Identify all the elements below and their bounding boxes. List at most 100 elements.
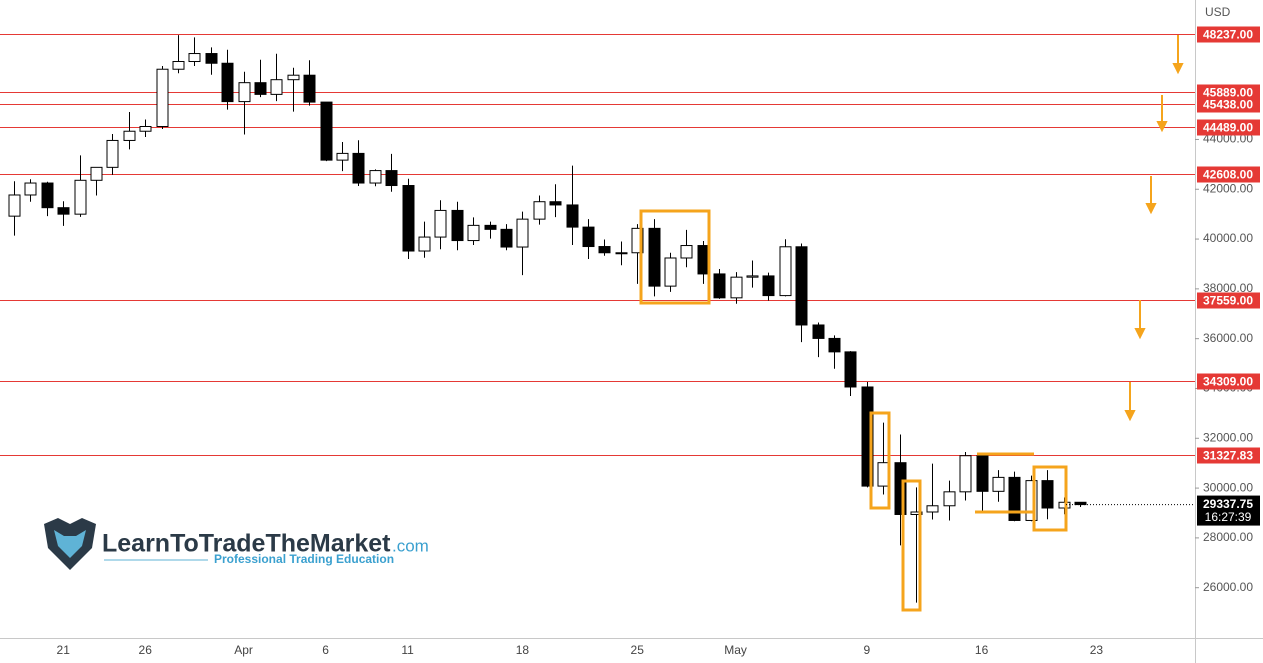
candle-body	[680, 245, 693, 259]
candle-body	[500, 228, 513, 248]
candle-body	[74, 179, 87, 215]
level-label: 44489.00	[1203, 121, 1253, 135]
candle-body	[221, 62, 234, 103]
candle-body	[861, 386, 874, 487]
candle-body	[139, 126, 152, 132]
arrow-head	[1156, 121, 1168, 133]
candle-body	[1008, 476, 1021, 521]
y-tick-label: 42000.00	[1203, 181, 1253, 195]
currency-label: USD	[1205, 5, 1231, 19]
logo-name: LearnToTradeTheMarket	[102, 530, 391, 558]
y-tick-label: 36000.00	[1203, 331, 1253, 345]
logo-tagline: Professional Trading Education	[214, 552, 394, 566]
arrow-head	[1145, 203, 1157, 215]
level-label: 34309.00	[1203, 375, 1253, 389]
candle-body	[123, 130, 136, 141]
candle-body	[615, 252, 628, 255]
candle-body	[910, 511, 923, 515]
candle-body	[90, 166, 103, 181]
x-tick-label: 26	[139, 643, 153, 657]
candle-body	[287, 74, 300, 81]
candle-body	[664, 257, 677, 287]
level-label-box	[1197, 119, 1260, 136]
candle-body	[894, 462, 907, 515]
y-tick-label: 40000.00	[1203, 231, 1253, 245]
x-tick-label: 21	[57, 643, 71, 657]
candle-body	[352, 152, 365, 184]
level-label-box	[1197, 292, 1260, 309]
candle-body	[402, 185, 415, 252]
countdown-label: 16:27:39	[1205, 510, 1252, 524]
highlight-box	[901, 479, 922, 612]
candle-body	[418, 236, 431, 252]
x-tick-label: May	[724, 643, 747, 657]
candle-body	[943, 491, 956, 507]
candle-body	[549, 201, 562, 206]
candle-body	[369, 170, 382, 184]
candle-body	[598, 246, 611, 254]
candle-body	[795, 246, 808, 326]
arrow-head	[1134, 328, 1146, 340]
level-label-box	[1197, 96, 1260, 113]
candle-body	[1025, 480, 1038, 521]
highlight-box	[1032, 465, 1068, 532]
candle-body	[188, 53, 201, 63]
highlight-box	[639, 209, 711, 305]
x-tick-label: 11	[401, 643, 414, 657]
candle-body	[205, 53, 218, 64]
candle-body	[8, 194, 21, 217]
candle-body	[385, 170, 398, 187]
level-label: 45889.00	[1203, 86, 1253, 100]
level-label: 42608.00	[1203, 168, 1253, 182]
candle-body	[303, 74, 316, 103]
y-tick-label: 38000.00	[1203, 281, 1253, 295]
logo-bull	[54, 530, 86, 558]
candle-body	[648, 227, 661, 287]
candle-body	[254, 82, 267, 95]
candle-body	[582, 226, 595, 248]
candle-body	[41, 182, 54, 209]
candle-body	[516, 218, 529, 248]
arrow-head	[1124, 410, 1136, 422]
candle-body	[484, 224, 497, 230]
candle-body	[533, 201, 546, 220]
arrows	[1124, 35, 1184, 422]
candle-body	[877, 462, 890, 487]
level-label-box	[1197, 373, 1260, 390]
candle-body	[467, 224, 480, 242]
logo: LearnToTradeTheMarket .com Professional …	[44, 518, 429, 570]
candle-body	[106, 139, 119, 168]
level-label: 31327.83	[1203, 449, 1253, 463]
candle-body	[730, 276, 743, 299]
candle-body	[976, 455, 989, 492]
candle-body	[320, 101, 333, 161]
annotations	[639, 209, 1068, 612]
candle-body	[434, 209, 447, 238]
y-tick-label: 26000.00	[1203, 580, 1253, 594]
highlight-box	[869, 411, 891, 510]
x-tick-label: 25	[631, 643, 645, 657]
level-label-box	[1197, 26, 1260, 43]
candle-body	[451, 209, 464, 242]
candle-body	[844, 351, 857, 388]
y-tick-label: 30000.00	[1203, 480, 1253, 494]
level-label: 45438.00	[1203, 98, 1253, 112]
x-tick-label: 9	[863, 643, 870, 657]
candle-body	[828, 337, 841, 353]
candle-body	[238, 82, 251, 103]
candle-body	[926, 505, 939, 513]
candle-body	[992, 476, 1005, 492]
x-tick-label: 6	[322, 643, 329, 657]
candle-body	[779, 246, 792, 297]
candle-body	[762, 275, 775, 297]
candle-body	[172, 61, 185, 70]
candles	[8, 35, 1087, 603]
level-label: 37559.00	[1203, 294, 1253, 308]
last-price-box	[1197, 495, 1260, 526]
level-label: 48237.00	[1203, 28, 1253, 42]
x-tick-label: 18	[516, 643, 530, 657]
candle-body	[1074, 501, 1087, 506]
candle-body	[336, 152, 349, 161]
